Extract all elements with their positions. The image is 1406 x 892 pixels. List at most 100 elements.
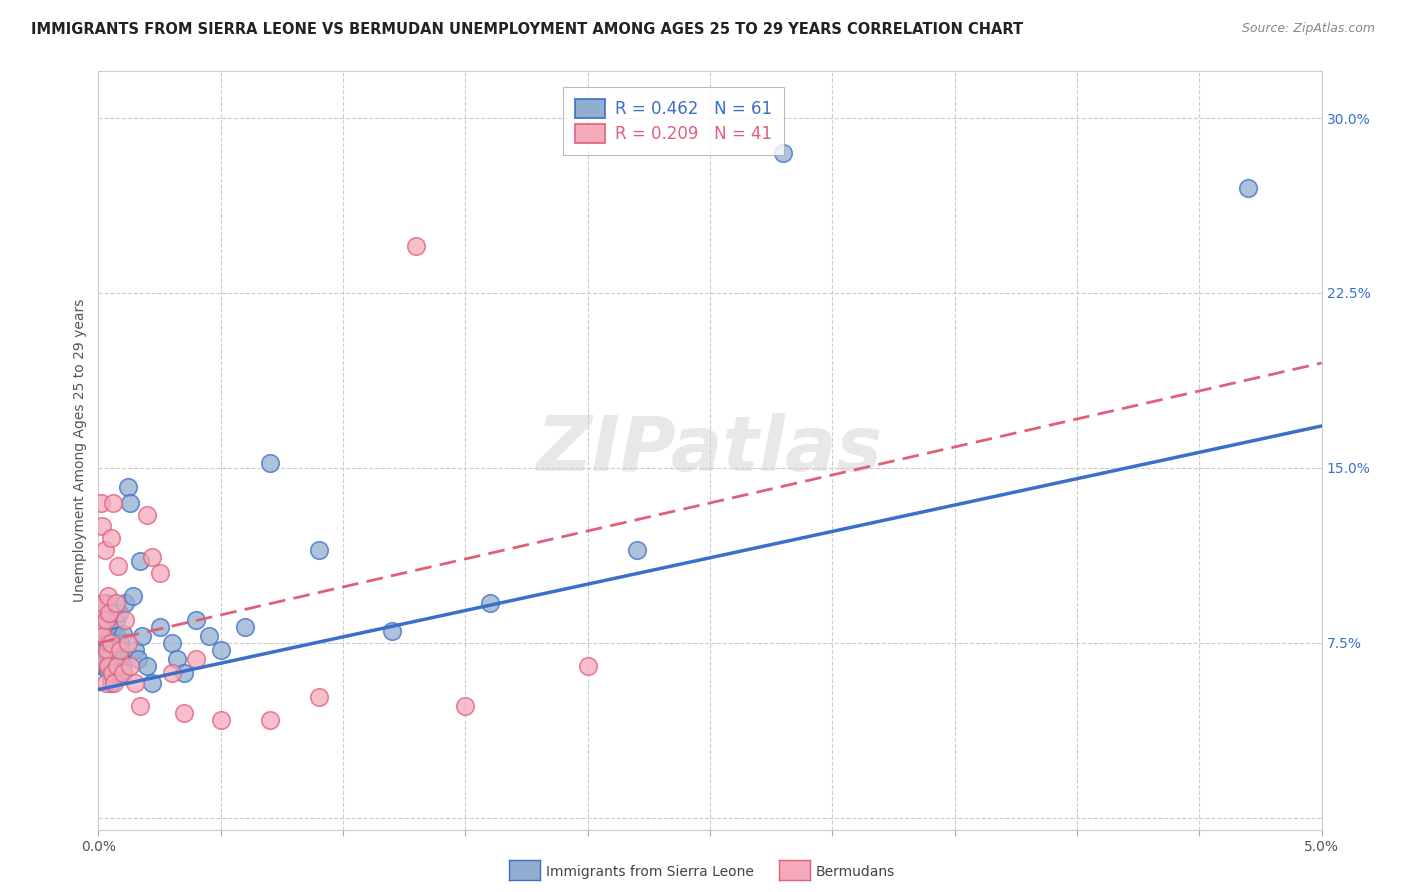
Text: ZIPatlas: ZIPatlas — [537, 414, 883, 487]
Point — [197, 629, 219, 643]
Point — [186, 613, 208, 627]
Point — [209, 643, 232, 657]
Point — [454, 698, 477, 713]
Point — [105, 659, 128, 673]
Point — [111, 626, 134, 640]
Point — [94, 652, 117, 666]
Point — [91, 606, 114, 620]
Point — [97, 636, 120, 650]
Point — [100, 675, 122, 690]
Point — [98, 659, 121, 673]
Point — [101, 633, 124, 648]
Text: IMMIGRANTS FROM SIERRA LEONE VS BERMUDAN UNEMPLOYMENT AMONG AGES 25 TO 29 YEARS : IMMIGRANTS FROM SIERRA LEONE VS BERMUDAN… — [31, 22, 1024, 37]
Point — [97, 664, 120, 678]
Point — [124, 643, 146, 657]
Point — [94, 675, 117, 690]
Point — [93, 542, 115, 557]
Point — [141, 675, 163, 690]
Point — [1237, 181, 1260, 195]
Point — [103, 675, 125, 690]
Point — [93, 643, 115, 657]
Point — [209, 713, 232, 727]
Point — [105, 629, 128, 643]
Point — [101, 652, 124, 666]
Point — [98, 643, 121, 657]
Text: Source: ZipAtlas.com: Source: ZipAtlas.com — [1241, 22, 1375, 36]
Point — [117, 480, 139, 494]
Point — [97, 626, 120, 640]
Point — [104, 613, 127, 627]
Legend: R = 0.462   N = 61, R = 0.209   N = 41: R = 0.462 N = 61, R = 0.209 N = 41 — [564, 87, 783, 155]
Point — [772, 146, 794, 161]
Point — [98, 606, 121, 620]
Point — [91, 596, 114, 610]
Point — [91, 624, 114, 639]
Point — [104, 659, 127, 673]
Point — [160, 666, 183, 681]
Point — [94, 613, 117, 627]
Point — [129, 698, 152, 713]
Point — [100, 624, 122, 639]
Point — [120, 659, 142, 673]
Point — [96, 613, 118, 627]
Point — [89, 613, 111, 627]
Text: Bermudans: Bermudans — [815, 865, 894, 880]
Point — [103, 645, 125, 659]
Point — [111, 664, 134, 678]
Point — [141, 549, 163, 564]
Point — [107, 643, 129, 657]
Point — [90, 601, 112, 615]
Point — [259, 456, 281, 470]
Point — [108, 606, 131, 620]
Point — [259, 713, 281, 727]
Point — [117, 636, 139, 650]
Point — [136, 659, 159, 673]
Point — [100, 636, 122, 650]
Point — [100, 531, 122, 545]
Point — [101, 496, 124, 510]
Point — [91, 652, 114, 666]
Point — [127, 652, 149, 666]
Point — [110, 649, 132, 664]
Point — [110, 643, 132, 657]
Point — [111, 666, 134, 681]
Point — [90, 648, 112, 662]
Text: Immigrants from Sierra Leone: Immigrants from Sierra Leone — [546, 865, 754, 880]
Point — [131, 629, 153, 643]
Point — [97, 589, 120, 603]
Point — [107, 666, 129, 681]
Point — [149, 619, 172, 633]
Point — [94, 596, 117, 610]
Point — [114, 613, 136, 627]
Point — [93, 619, 115, 633]
Point — [173, 706, 195, 720]
Point — [90, 619, 112, 633]
Point — [110, 636, 132, 650]
Point — [233, 619, 256, 633]
Point — [91, 636, 114, 650]
Point — [160, 636, 183, 650]
Point — [91, 629, 114, 643]
Point — [101, 640, 124, 655]
Point — [114, 596, 136, 610]
Point — [96, 643, 118, 657]
Point — [576, 659, 599, 673]
Point — [96, 648, 118, 662]
Point — [124, 675, 146, 690]
Point — [186, 652, 208, 666]
Point — [101, 666, 124, 681]
Point — [104, 596, 127, 610]
Point — [308, 690, 330, 704]
Point — [173, 666, 195, 681]
Point — [97, 659, 120, 673]
Point — [478, 596, 501, 610]
Point — [136, 508, 159, 522]
Point — [166, 652, 188, 666]
Point — [90, 496, 112, 510]
Y-axis label: Unemployment Among Ages 25 to 29 years: Unemployment Among Ages 25 to 29 years — [73, 299, 87, 602]
Point — [405, 239, 427, 253]
Point — [91, 519, 114, 533]
Point — [626, 542, 648, 557]
Point — [93, 629, 115, 643]
Point — [107, 558, 129, 573]
